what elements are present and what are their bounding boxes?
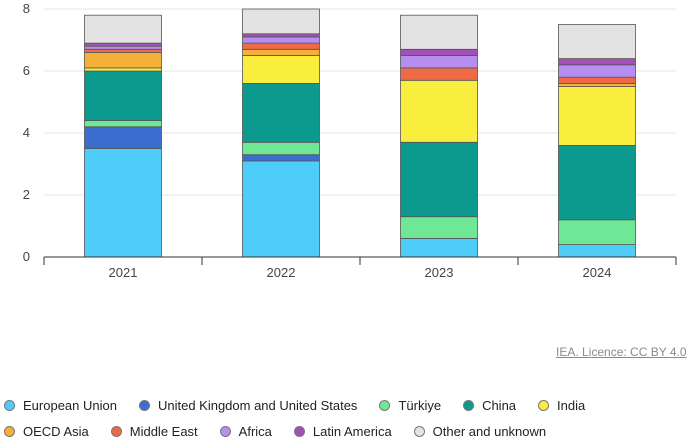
bar-segment xyxy=(558,58,636,66)
bar-segment xyxy=(84,148,162,258)
bar-segment xyxy=(242,48,320,56)
bar-segment xyxy=(242,83,320,143)
legend-label: United Kingdom and United States xyxy=(157,397,358,413)
bar-segment xyxy=(84,45,162,50)
bar-segment xyxy=(84,52,162,69)
legend-row: OECD Asia Middle East Africa Latin America O… xyxy=(4,422,694,440)
bar-segment xyxy=(84,67,162,72)
bar-segment xyxy=(400,237,478,258)
legend-item[interactable]: Africa xyxy=(219,423,272,439)
legend-label: OECD Asia xyxy=(23,423,89,439)
bar-segment xyxy=(242,55,320,84)
bar-segment xyxy=(84,48,162,53)
bar-segment xyxy=(400,14,478,50)
bar-segment xyxy=(558,83,636,87)
bar-segment xyxy=(558,86,636,146)
bar-segment xyxy=(242,8,320,35)
legend-label: India xyxy=(557,397,586,413)
legend-item[interactable]: European Union xyxy=(4,398,117,413)
legend-item[interactable]: India xyxy=(538,398,585,413)
x-tick-label: 2021 xyxy=(109,265,138,280)
legend-swatch xyxy=(4,425,15,437)
legend-item[interactable]: China xyxy=(463,398,516,413)
bar-segment xyxy=(400,55,478,69)
bar-segment xyxy=(242,42,320,50)
legend-label: Other and unknown xyxy=(432,423,547,439)
stacked-bar-chart: 0 2 4 6 8 2021 2022 2023 2024 xyxy=(23,1,677,280)
legend-label: Latin America xyxy=(312,423,392,439)
legend-item[interactable]: Türkiye xyxy=(379,398,441,413)
bar-segment xyxy=(400,79,478,143)
bar-segment xyxy=(400,48,478,56)
y-tick-label: 2 xyxy=(23,187,30,202)
y-tick-label: 6 xyxy=(23,63,30,78)
legend-swatch xyxy=(219,425,231,437)
bar-segment xyxy=(84,126,162,149)
bar-segment xyxy=(84,14,162,44)
bar-segment xyxy=(558,64,636,78)
bar-segment xyxy=(400,141,478,218)
x-tick-label: 2022 xyxy=(267,265,296,280)
bar-segment xyxy=(400,216,478,239)
legend-swatch xyxy=(4,399,15,411)
legend-row: European Union United Kingdom and United … xyxy=(4,396,694,414)
x-tick-label: 2023 xyxy=(425,265,454,280)
bar-segment xyxy=(84,70,162,121)
legend-label: Africa xyxy=(238,423,272,439)
legend-item[interactable]: Middle East xyxy=(110,423,198,439)
legend-label: China xyxy=(482,397,517,413)
bar-segment xyxy=(242,36,320,44)
legend-swatch xyxy=(538,399,550,411)
bar-segment xyxy=(242,160,320,258)
axes: 0 2 4 6 8 2021 2022 2023 2024 xyxy=(23,1,677,280)
bar-segment xyxy=(242,33,320,38)
bars xyxy=(84,8,636,258)
bar-segment xyxy=(558,144,636,221)
y-tick-label: 0 xyxy=(23,249,30,264)
legend-item[interactable]: United Kingdom and United States xyxy=(138,397,358,413)
legend-swatch xyxy=(379,399,391,411)
y-tick-label: 4 xyxy=(23,125,30,140)
legend-swatch xyxy=(463,399,475,411)
bar-segment xyxy=(558,24,636,59)
legend-swatch xyxy=(293,425,305,437)
y-tick-label: 8 xyxy=(23,1,30,16)
source-credit-link[interactable]: IEA. Licence: CC BY 4.0 xyxy=(556,345,687,359)
bar-segment xyxy=(400,67,478,81)
x-tick-label: 2024 xyxy=(583,265,612,280)
legend: European Union United Kingdom and United … xyxy=(4,396,694,448)
legend-label: European Union xyxy=(23,397,117,413)
legend-item[interactable]: Other and unknown xyxy=(413,423,547,439)
bar-segment xyxy=(84,42,162,47)
legend-swatch xyxy=(138,399,150,411)
bar-segment xyxy=(558,244,636,258)
bar-segment xyxy=(558,219,636,246)
legend-item[interactable]: OECD Asia xyxy=(4,424,89,439)
bar-segment xyxy=(558,76,636,84)
legend-swatch xyxy=(413,425,425,437)
legend-swatch xyxy=(110,425,122,437)
bar-segment xyxy=(242,141,320,156)
legend-item[interactable]: Latin America xyxy=(293,423,392,439)
bar-segment xyxy=(84,120,162,128)
bar-segment xyxy=(242,154,320,162)
legend-label: Türkiye xyxy=(398,397,442,413)
legend-label: Middle East xyxy=(129,423,198,439)
